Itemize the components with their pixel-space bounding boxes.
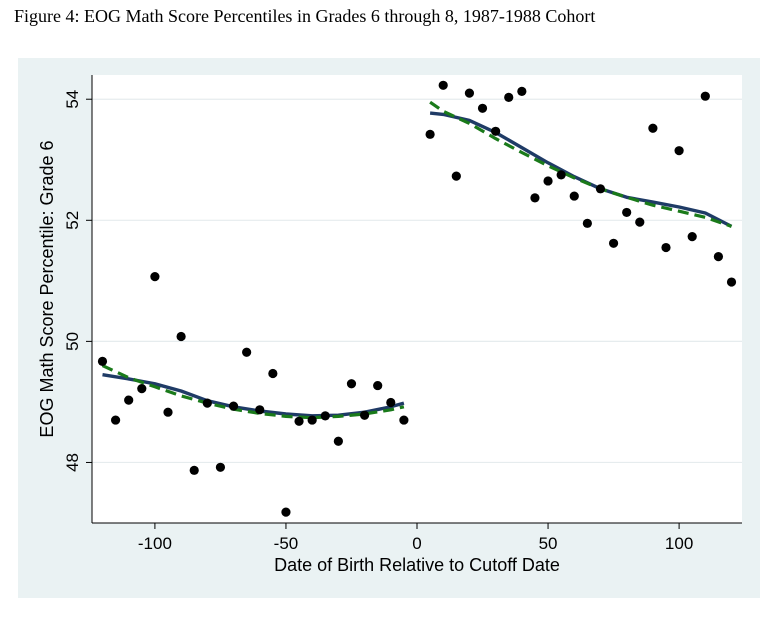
x-tick-label: -100 <box>138 534 172 553</box>
data-point <box>543 176 553 186</box>
data-point <box>189 465 199 475</box>
data-point <box>713 252 724 262</box>
y-tick-label: 48 <box>63 453 82 472</box>
data-point <box>438 80 448 90</box>
data-points <box>97 80 737 517</box>
data-point <box>124 395 134 405</box>
data-point <box>674 146 684 156</box>
tick-labels: 48 50 52 54 -100 -50 0 50 100 <box>63 90 693 553</box>
data-point <box>648 123 658 133</box>
y-tick-label: 54 <box>63 90 82 109</box>
grid-lines <box>92 98 742 464</box>
data-point <box>110 415 121 425</box>
x-axis-title: Date of Birth Relative to Cutoff Date <box>274 555 560 575</box>
data-point <box>635 217 645 227</box>
dashed-fit-line-right <box>429 100 733 228</box>
data-point <box>595 184 606 194</box>
data-point <box>346 379 357 389</box>
data-point <box>333 436 343 446</box>
data-point <box>608 238 619 248</box>
data-point <box>726 277 737 287</box>
data-point <box>97 356 108 366</box>
data-point <box>451 171 461 181</box>
data-point <box>268 368 278 379</box>
data-point <box>687 232 697 242</box>
data-point <box>569 191 579 201</box>
figure-title: Figure 4: EOG Math Score Percentiles in … <box>14 6 596 26</box>
data-point <box>228 401 239 411</box>
data-point <box>373 380 383 391</box>
x-tick-label: 100 <box>665 534 693 553</box>
data-point <box>255 405 265 415</box>
data-point <box>491 126 501 136</box>
x-tick-label: 0 <box>412 534 421 553</box>
y-axis-title: EOG Math Score Percentile: Grade 6 <box>37 140 57 437</box>
x-tick-label: 50 <box>539 534 558 553</box>
data-point <box>425 129 435 139</box>
y-tick-label: 52 <box>63 211 82 230</box>
data-point <box>661 242 671 253</box>
data-point <box>294 416 304 426</box>
data-point <box>281 507 291 517</box>
data-point <box>215 462 226 472</box>
data-point <box>477 103 488 113</box>
data-point <box>320 411 330 421</box>
plot-area <box>92 75 742 523</box>
data-point <box>137 384 147 394</box>
x-tick-label: -50 <box>274 534 299 553</box>
data-point <box>582 218 592 228</box>
data-point <box>150 272 160 282</box>
data-point <box>242 347 252 357</box>
data-point <box>359 410 370 420</box>
data-point <box>176 331 186 342</box>
data-point <box>163 407 173 417</box>
data-point <box>700 91 710 101</box>
data-point <box>386 397 396 408</box>
data-point <box>202 398 212 408</box>
data-point <box>622 207 632 218</box>
data-point <box>464 88 475 98</box>
data-point <box>517 86 527 96</box>
data-point <box>556 170 566 180</box>
data-point <box>504 92 514 102</box>
y-tick-label: 50 <box>63 332 82 351</box>
dashed-fit-line-left <box>101 364 405 420</box>
data-point <box>530 193 540 203</box>
data-point <box>399 415 409 425</box>
data-point <box>307 415 317 425</box>
